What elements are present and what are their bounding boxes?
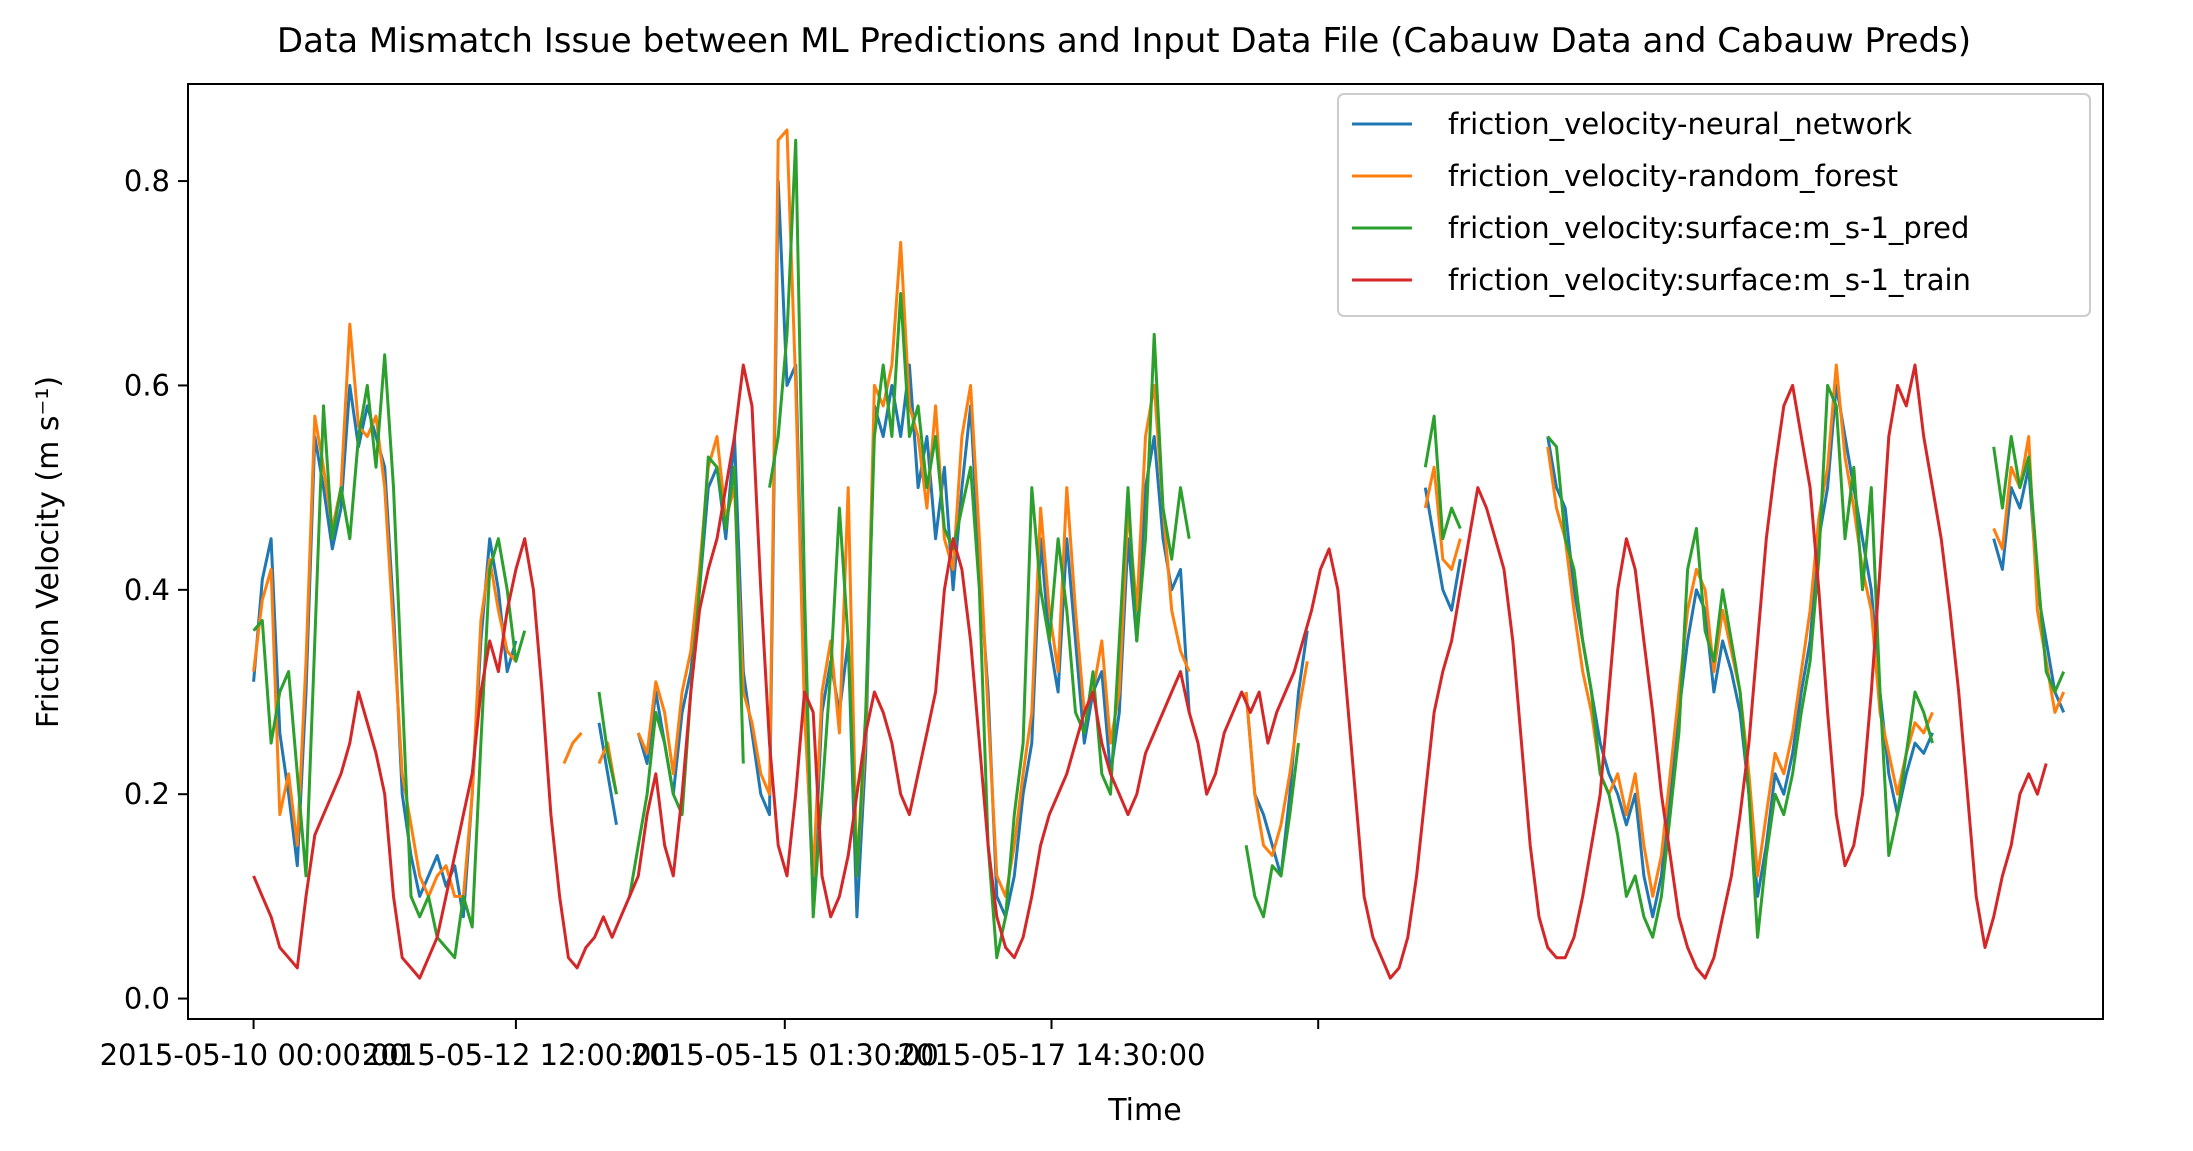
legend-label-2: friction_velocity-random_forest bbox=[1448, 159, 1898, 193]
y-axis: 0.0 0.2 0.4 0.6 0.8 bbox=[124, 164, 188, 1016]
plot-frame bbox=[187, 83, 2104, 1020]
legend-label-1: friction_velocity-neural_network bbox=[1448, 107, 1912, 141]
y-axis-label: Friction Velocity (m s⁻¹) bbox=[31, 376, 66, 728]
y-tick-label: 0.8 bbox=[124, 164, 170, 198]
legend-box bbox=[1337, 93, 2091, 317]
y-tick-label: 0.0 bbox=[124, 982, 170, 1016]
chart-title: Data Mismatch Issue between ML Predictio… bbox=[277, 21, 1971, 61]
x-tick-label: 2015-05-15 01:30:00 bbox=[631, 1038, 939, 1072]
legend: friction_velocity-neural_network friction… bbox=[1337, 93, 2091, 317]
y-tick-label: 0.4 bbox=[124, 573, 170, 607]
y-tick-label: 0.2 bbox=[124, 777, 170, 811]
legend-label-3: friction_velocity:surface:m_s-1_pred bbox=[1448, 211, 1969, 245]
x-tick-label: 2015-05-12 12:00:00 bbox=[362, 1038, 670, 1072]
plot-lines bbox=[252, 128, 2066, 980]
series-line-4 bbox=[252, 363, 2048, 980]
x-tick-label: 2015-05-17 14:30:00 bbox=[897, 1038, 1205, 1072]
x-tick-label: 2015-05-10 00:00:00 bbox=[100, 1038, 408, 1072]
y-tick-label: 0.6 bbox=[124, 368, 170, 402]
x-axis-label: Time bbox=[1107, 1093, 1181, 1128]
legend-label-4: friction_velocity:surface:m_s-1_train bbox=[1448, 263, 1971, 297]
